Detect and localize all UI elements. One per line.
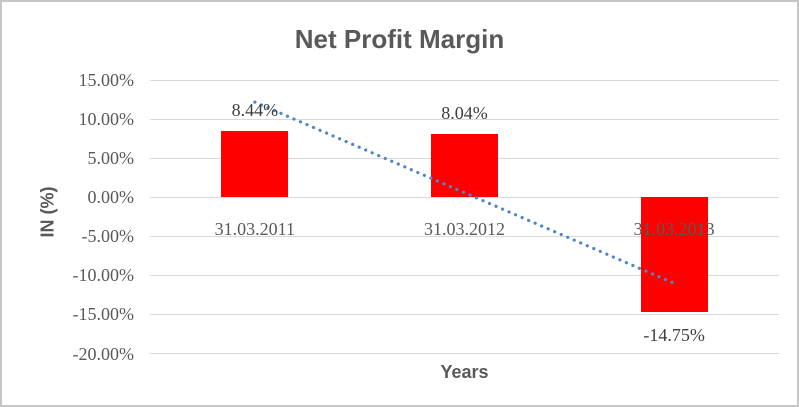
gridline (150, 118, 779, 120)
gridline (150, 274, 779, 276)
bar-data-label: 8.44% (231, 100, 279, 121)
category-label: 31.03.2013 (633, 219, 715, 240)
gridline (150, 79, 779, 81)
bar-data-label: 8.04% (441, 103, 488, 124)
x-axis-title: Years (440, 362, 489, 382)
y-tick-label: 0.00% (87, 187, 135, 208)
gridline (150, 196, 779, 198)
gridline (150, 353, 779, 354)
bar (640, 197, 708, 313)
y-tick-label: 5.00% (87, 148, 135, 169)
y-tick-label: -5.00% (81, 226, 135, 247)
gridline (150, 235, 779, 237)
bar (221, 131, 289, 198)
gridline (150, 313, 779, 315)
y-tick-label: -15.00% (72, 304, 135, 325)
y-tick-label: 15.00% (78, 70, 135, 90)
chart-title: Net Profit Margin (294, 24, 505, 54)
category-label: 31.03.2012 (424, 219, 505, 240)
y-tick-label: -20.00% (72, 343, 135, 364)
y-tick-label: -10.00% (72, 265, 135, 286)
bar (431, 134, 498, 198)
category-label: 31.03.2011 (214, 219, 295, 240)
y-tick-label: 10.00% (78, 109, 135, 130)
bar-data-label: -14.75% (643, 325, 705, 346)
